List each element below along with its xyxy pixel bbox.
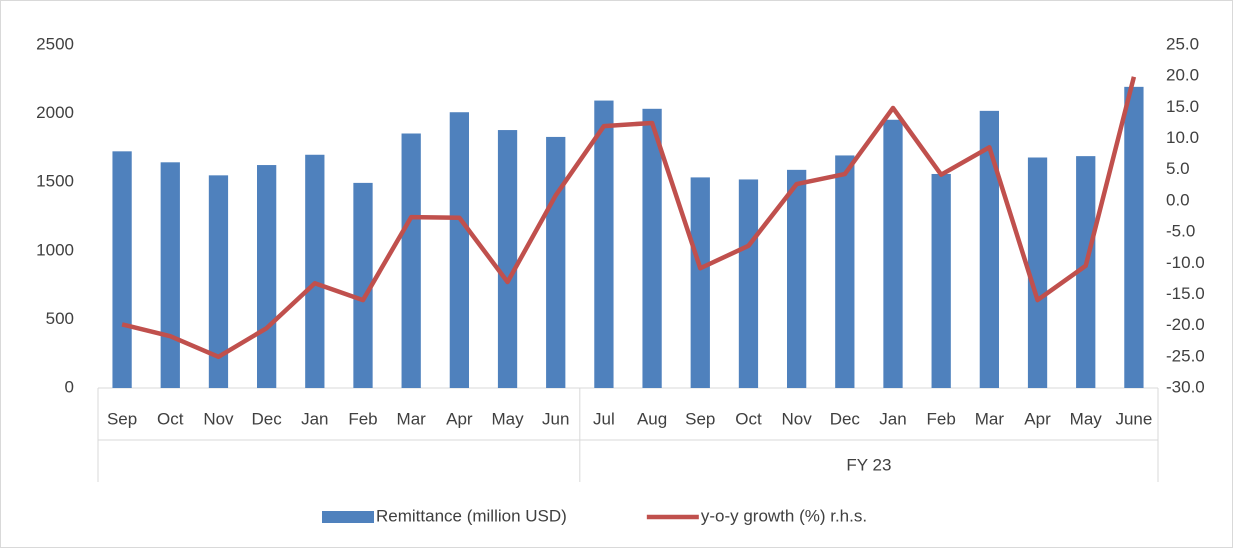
bar xyxy=(979,110,999,388)
y2-tick-label: 20.0 xyxy=(1166,66,1199,85)
bar xyxy=(594,100,614,388)
x-tick-label: Nov xyxy=(203,409,234,428)
legend-swatch xyxy=(322,511,374,523)
y-tick-label: 500 xyxy=(46,309,74,328)
line xyxy=(121,76,1137,360)
bar xyxy=(208,175,229,388)
y2-tick-label: 25.0 xyxy=(1166,34,1199,53)
y2-tick-label: -5.0 xyxy=(1166,222,1195,241)
y2-tick-label: -25.0 xyxy=(1166,346,1205,365)
bar xyxy=(1076,156,1096,388)
bar xyxy=(642,108,662,388)
y2-tick-label: -15.0 xyxy=(1166,284,1205,303)
bar xyxy=(546,136,566,388)
x-tick-label: May xyxy=(491,409,524,428)
y-tick-label: 1000 xyxy=(36,240,74,259)
x-tick-label: Feb xyxy=(927,409,956,428)
bar xyxy=(353,182,373,388)
x-tick-label: Jul xyxy=(593,409,615,428)
bar xyxy=(401,133,421,388)
y2-tick-label: 10.0 xyxy=(1166,128,1199,147)
y2-tick-label: -10.0 xyxy=(1166,253,1205,272)
bar xyxy=(931,173,951,388)
x-tick-label: Oct xyxy=(735,409,762,428)
x-tick-label: Sep xyxy=(685,409,715,428)
legend-label: y-o-y growth (%) r.h.s. xyxy=(701,506,867,525)
group-label: FY 23 xyxy=(846,455,891,474)
x-tick-label: June xyxy=(1115,409,1152,428)
y2-tick-label: -20.0 xyxy=(1166,315,1205,334)
bar xyxy=(497,130,518,388)
y2-tick-label: 15.0 xyxy=(1166,97,1199,116)
x-tick-label: Aug xyxy=(637,409,667,428)
y-tick-label: 2000 xyxy=(36,103,74,122)
x-tick-label: Oct xyxy=(157,409,184,428)
x-tick-label: Apr xyxy=(446,409,473,428)
x-tick-label: Dec xyxy=(830,409,861,428)
bar xyxy=(1027,157,1048,388)
bar xyxy=(835,155,855,388)
y2-tick-label: 5.0 xyxy=(1166,159,1190,178)
y2-tick-label: -30.0 xyxy=(1166,377,1205,396)
y-tick-label: 2500 xyxy=(36,34,74,53)
bar xyxy=(160,162,180,388)
legend-label: Remittance (million USD) xyxy=(376,506,567,525)
y2-tick-label: 0.0 xyxy=(1166,190,1190,209)
x-tick-label: Sep xyxy=(107,409,137,428)
bar xyxy=(305,154,325,388)
y-tick-label: 0 xyxy=(65,377,74,396)
bar xyxy=(257,165,277,388)
bar xyxy=(112,151,132,388)
x-tick-label: Mar xyxy=(397,409,427,428)
x-tick-label: Dec xyxy=(252,409,283,428)
y-tick-label: 1500 xyxy=(36,172,74,191)
x-tick-label: May xyxy=(1070,409,1103,428)
bar xyxy=(1124,86,1144,388)
x-tick-label: Apr xyxy=(1024,409,1051,428)
x-tick-label: Jan xyxy=(301,409,328,428)
bar xyxy=(738,179,759,388)
bar xyxy=(787,169,807,388)
bar xyxy=(690,177,710,388)
bar xyxy=(449,112,469,388)
x-tick-label: Nov xyxy=(782,409,813,428)
x-tick-label: Jun xyxy=(542,409,569,428)
x-tick-label: Mar xyxy=(975,409,1005,428)
x-tick-label: Feb xyxy=(348,409,377,428)
x-tick-label: Jan xyxy=(879,409,906,428)
bar xyxy=(883,119,903,389)
